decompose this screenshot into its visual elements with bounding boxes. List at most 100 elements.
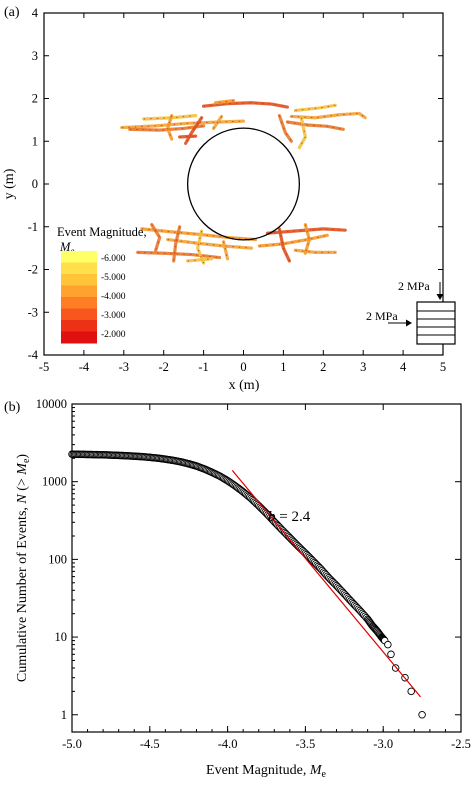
x-tick-label: 2	[320, 360, 326, 374]
fracture-trace	[136, 250, 222, 260]
colorbar-swatch	[61, 320, 97, 332]
colorbar-label: -5.000	[101, 273, 126, 283]
x-tick-label: -3.5	[296, 737, 316, 751]
colorbar-title-text: Event Magnitude,	[57, 225, 147, 239]
panel-a-plot-frame	[43, 12, 444, 356]
panel-b-plot-frame	[71, 403, 462, 733]
horizontal-load-label: 2 MPa	[366, 309, 398, 323]
colorbar-swatch	[61, 285, 97, 298]
colorbar-labels: -6.000 -5.000 -4.000 -3.000 -2.000	[101, 254, 126, 340]
x-tick-label: -4.0	[218, 737, 238, 751]
fracture-trace	[150, 223, 162, 252]
data-point	[384, 640, 392, 649]
fracture-event-dots	[185, 117, 203, 144]
y-tick-label: 100	[48, 552, 67, 566]
fracture-trace	[120, 119, 246, 130]
colorbar-label: -4.000	[101, 292, 126, 302]
fracture-event-dots	[213, 116, 222, 129]
y-tick-label: 1	[32, 134, 38, 148]
fracture-trace	[196, 229, 206, 265]
panel-a-fracture-events	[120, 99, 367, 265]
panel-a-y-axis-label: y (m)	[2, 168, 17, 199]
panel-a-y-tick-labels: -4 -3 -2 -1 0 1 2 3 4	[28, 6, 39, 362]
x-tick-label: 5	[440, 360, 446, 374]
y-tick-label: -1	[28, 220, 38, 234]
panel-b-fit-line	[231, 469, 422, 698]
x-tick-label: -3.0	[373, 737, 393, 751]
colorbar-gradient	[61, 251, 97, 344]
colorbar-label: -6.000	[101, 254, 126, 264]
fracture-trace	[202, 101, 289, 109]
panel-a-tunnel-circle	[186, 127, 301, 241]
fracture-event-dots	[278, 228, 290, 262]
y-tick-label: 0	[32, 177, 38, 191]
y-tick-label: -4	[28, 348, 39, 362]
panel-a-colorbar: Event Magnitude, Me -6.000-5.000-4.000-3…	[57, 225, 147, 344]
y-tick-label: -2	[28, 263, 38, 277]
data-point	[387, 650, 395, 659]
x-tick-label: -2.5	[451, 737, 471, 751]
colorbar-label: -2.000	[101, 330, 126, 340]
panel-b-y-tick-labels: 1 10 100 1000 10000	[36, 397, 67, 722]
fracture-trace	[277, 113, 293, 143]
fracture-event-dots	[121, 120, 244, 129]
panel-a-loading-inset: 2 MPa 2 MPa	[366, 279, 456, 345]
colorbar-title: Event Magnitude,	[57, 225, 147, 239]
fracture-trace	[172, 225, 182, 263]
y-tick-label: 4	[32, 6, 39, 20]
data-point	[418, 711, 426, 719]
fracture-trace	[303, 223, 311, 255]
panel-b-y-axis-label: Cumulative Number of Events, N (> Me)	[15, 454, 32, 683]
colorbar-swatch	[61, 297, 97, 309]
panel-b-ticks	[71, 403, 462, 732]
colorbar-swatch	[61, 251, 97, 263]
colorbar-swatch	[61, 308, 97, 321]
x-tick-label: -5	[39, 360, 49, 374]
horizontal-load-arrowhead	[406, 319, 412, 327]
y-tick-label: 3	[32, 49, 38, 63]
specimen-box	[416, 301, 456, 345]
vertical-load-arrowhead	[436, 294, 444, 300]
panel-b: (b) -5.0 -4.5 -4.0 -3.5 -3.0 -2.5 11010010001…	[4, 397, 471, 780]
fracture-event-dots	[179, 135, 196, 138]
x-tick-label: 1	[280, 360, 286, 374]
x-tick-label: -5.0	[62, 737, 82, 751]
fracture-trace	[257, 233, 329, 248]
fracture-trace	[289, 111, 367, 120]
fracture-trace	[293, 103, 337, 113]
fracture-event-dots	[141, 228, 256, 241]
panel-b-label: (b)	[4, 400, 21, 415]
x-tick-label: 0	[240, 360, 246, 374]
colorbar-swatch	[61, 331, 97, 344]
panel-a-label: (a)	[4, 5, 20, 20]
panel-b-x-axis-label: Event Magnitude, Me	[206, 763, 326, 780]
panel-a-x-tick-labels: -5 -4 -3 -2 -1 0 1 2 3 4 5	[39, 360, 446, 374]
fracture-event-dots	[298, 117, 306, 148]
fracture-event-dots	[167, 239, 252, 249]
colorbar-label: -3.000	[101, 311, 126, 321]
fracture-trace	[285, 120, 345, 131]
fracture-event-dots	[187, 258, 212, 262]
y-tick-label: 2	[32, 92, 38, 106]
x-tick-label: -4.5	[140, 737, 160, 751]
panel-a-x-axis-label: x (m)	[229, 378, 260, 393]
x-tick-label: -1	[198, 360, 208, 374]
y-tick-label: 1000	[42, 475, 67, 489]
y-tick-label: 10	[55, 630, 68, 644]
y-tick-label: -3	[28, 305, 38, 319]
x-tick-label: 4	[400, 360, 407, 374]
panel-b-data-points	[68, 450, 426, 719]
x-tick-label: 3	[360, 360, 366, 374]
fracture-event-dots	[295, 249, 336, 253]
colorbar-swatch	[61, 262, 97, 275]
panel-b-b-value-annotation: b = 2.4	[268, 509, 311, 525]
x-tick-label: -2	[158, 360, 168, 374]
panel-b-x-tick-labels: -5.0 -4.5 -4.0 -3.5 -3.0 -2.5	[62, 737, 471, 751]
panel-a-ticks	[43, 12, 444, 356]
x-tick-label: -3	[119, 360, 129, 374]
fracture-trace	[221, 240, 230, 261]
x-tick-label: -4	[79, 360, 90, 374]
fracture-event-dots	[137, 251, 220, 259]
